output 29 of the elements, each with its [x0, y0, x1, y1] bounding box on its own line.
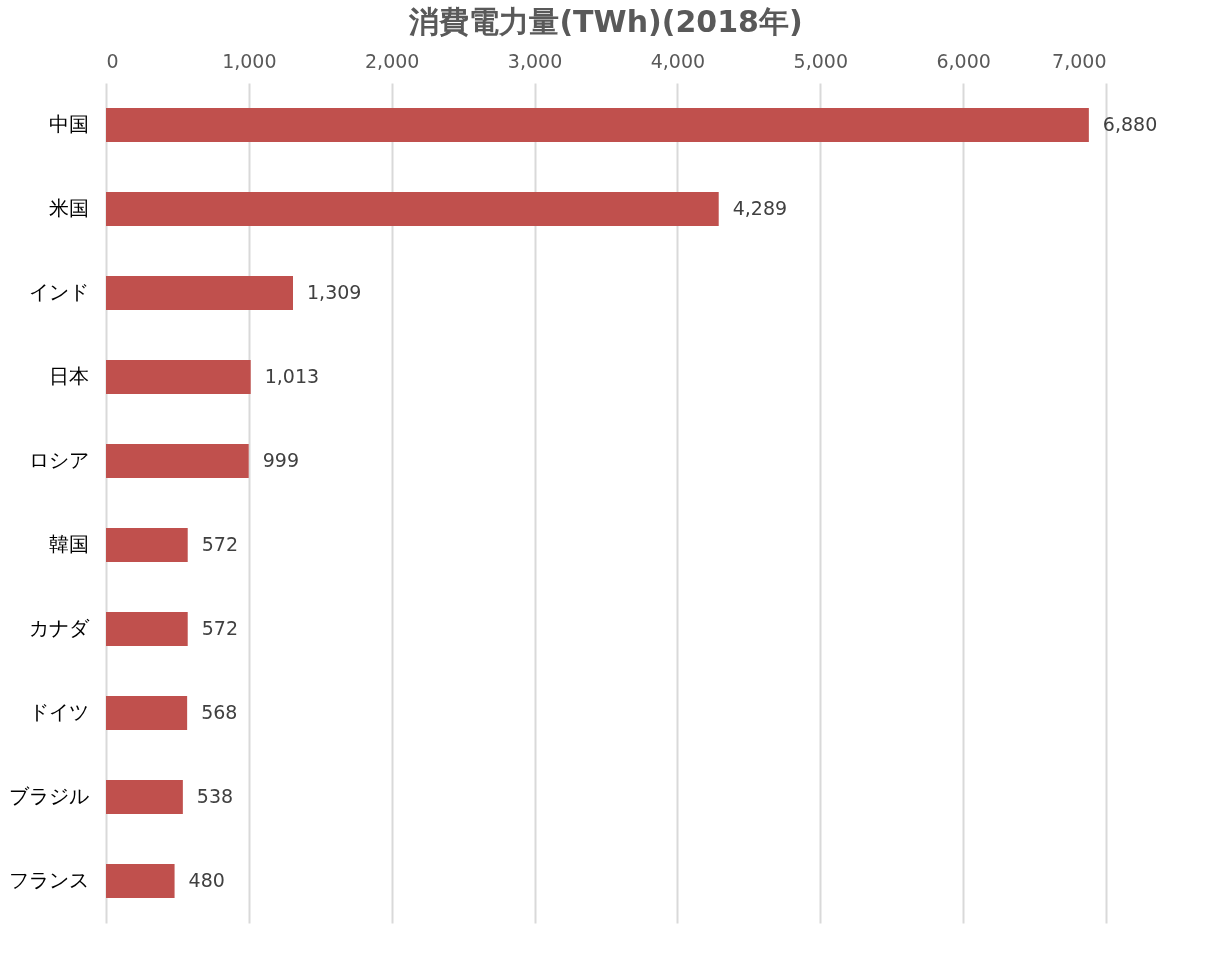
x-tick-label: 0	[106, 49, 119, 72]
data-label: 572	[201, 533, 238, 555]
x-tick-label: 5,000	[793, 49, 848, 72]
data-label: 999	[262, 449, 299, 471]
x-tick-label: 6,000	[936, 49, 991, 72]
x-tick-label: 3,000	[507, 49, 563, 72]
y-tick-label: カナダ	[28, 616, 90, 640]
data-label: 480	[188, 869, 225, 891]
data-label: 572	[201, 617, 238, 639]
chart-title: 消費電力量(TWh)(2018年)	[408, 4, 803, 39]
y-tick-label: 日本	[48, 364, 89, 388]
y-tick-label: ブラジル	[8, 784, 89, 808]
data-label: 568	[201, 701, 238, 723]
y-tick-label: フランス	[8, 868, 89, 892]
y-tick-label: インド	[28, 280, 89, 304]
x-tick-label: 2,000	[365, 49, 420, 72]
y-tick-label: 韓国	[48, 532, 89, 556]
y-tick-label: 米国	[48, 196, 89, 220]
y-tick-label: ドイツ	[28, 700, 89, 724]
data-label: 1,309	[307, 281, 362, 303]
data-label: 6,880	[1102, 113, 1158, 135]
x-tick-label: 7,000	[1052, 49, 1107, 72]
x-tick-label: 1,000	[222, 49, 277, 72]
y-tick-label: ロシア	[28, 448, 89, 472]
data-label: 1,013	[264, 365, 320, 387]
data-label: 538	[196, 785, 234, 807]
x-tick-label: 4,000	[650, 49, 706, 72]
y-tick-label: 中国	[48, 112, 89, 136]
data-label: 4,289	[732, 197, 788, 219]
